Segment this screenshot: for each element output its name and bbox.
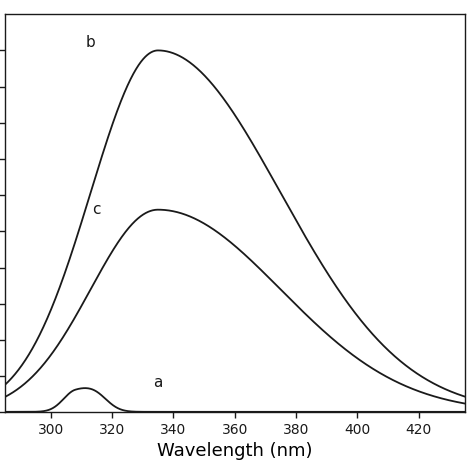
X-axis label: Wavelength (nm): Wavelength (nm) [157, 442, 312, 460]
Text: b: b [86, 36, 95, 50]
Text: c: c [92, 202, 101, 217]
Text: a: a [153, 375, 163, 390]
